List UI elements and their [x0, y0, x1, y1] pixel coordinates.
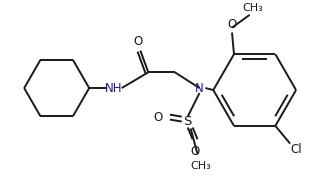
- Text: O: O: [190, 145, 199, 158]
- Text: CH₃: CH₃: [242, 3, 263, 13]
- Text: NH: NH: [105, 82, 123, 95]
- Text: Cl: Cl: [290, 143, 302, 156]
- Text: N: N: [195, 82, 204, 95]
- Text: O: O: [227, 18, 236, 31]
- Text: S: S: [183, 115, 192, 128]
- Text: CH₃: CH₃: [190, 161, 211, 171]
- Text: O: O: [154, 111, 163, 124]
- Text: O: O: [134, 35, 143, 48]
